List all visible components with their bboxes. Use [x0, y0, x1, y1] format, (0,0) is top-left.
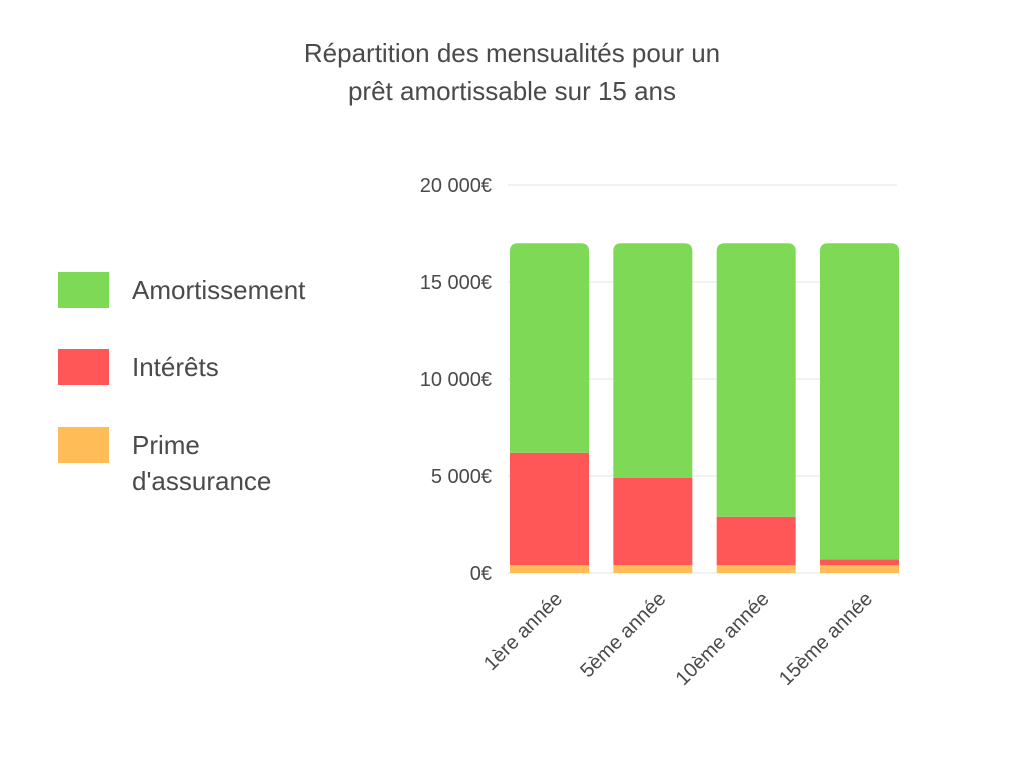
- y-axis-ticks: 0€ 5 000€ 10 000€ 15 000€ 20 000€: [420, 175, 492, 585]
- bar-0-series-1: [510, 452, 589, 566]
- legend-swatch-prime-assurance: [58, 427, 109, 463]
- x-category-label-1: 5ème année: [576, 588, 670, 682]
- bar-1-series-2: [613, 243, 693, 478]
- legend-label-prime-assurance: Prime d'assurance: [132, 430, 272, 496]
- chart-title-line-1: Répartition des mensualités pour un: [303, 38, 721, 68]
- y-tick-label-4: 20 000€: [420, 175, 492, 197]
- bar-1-series-0: [613, 565, 693, 573]
- x-category-label-3: 15ème année: [775, 588, 877, 690]
- x-axis-categories: 1ère année 5ème année 10ème année 15ème ann…: [480, 588, 877, 690]
- legend-label-amortissement: Amortissement: [132, 275, 306, 305]
- y-tick-label-0: 0€: [470, 563, 492, 585]
- bars-layer: [510, 243, 899, 573]
- legend-label-interets: Intérêts: [132, 352, 219, 382]
- x-category-label-2: 10ème année: [672, 588, 774, 690]
- bar-2-series-2: [716, 243, 796, 517]
- chart-title-line-2: prêt amortissable sur 15 ans: [347, 76, 677, 106]
- chart-title: Répartition des mensualités pour un prêt…: [212, 34, 812, 110]
- bar-0-series-2: [510, 243, 589, 453]
- bar-3-series-1: [820, 559, 899, 566]
- y-tick-label-1: 5 000€: [431, 466, 492, 488]
- y-tick-label-3: 15 000€: [420, 272, 492, 294]
- bar-3-series-2: [820, 243, 899, 560]
- bar-2-series-1: [716, 516, 796, 566]
- bar-1-series-1: [613, 477, 693, 566]
- bar-3-series-0: [820, 565, 899, 573]
- legend-swatch-interets: [58, 349, 109, 385]
- bar-2-series-0: [716, 565, 796, 573]
- x-category-label-0: 1ère année: [480, 588, 567, 675]
- y-tick-label-2: 10 000€: [420, 369, 492, 391]
- bar-0-series-0: [510, 565, 589, 573]
- legend-swatch-amortissement: [58, 272, 109, 308]
